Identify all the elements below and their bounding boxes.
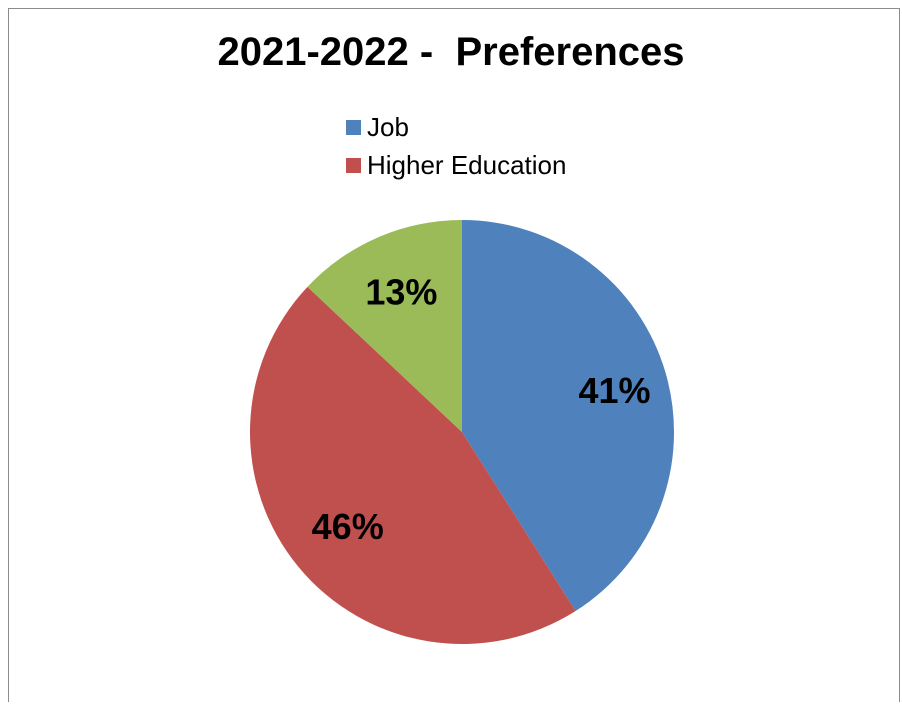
slice-data-label: 13% bbox=[365, 271, 437, 312]
pie-slice-job bbox=[462, 220, 675, 611]
legend-label-job: Job bbox=[367, 111, 409, 142]
legend-label-higher-education: Higher Education bbox=[367, 149, 567, 180]
legend-swatch-higher-education bbox=[346, 157, 361, 173]
legend-item-higher-education: Higher Education bbox=[346, 146, 566, 184]
legend-swatch-job bbox=[346, 119, 361, 135]
chart-title: 2021-2022 - Preferences bbox=[217, 30, 685, 74]
legend: Job Higher Education bbox=[346, 108, 566, 184]
legend-item-job: Job bbox=[346, 108, 566, 146]
slice-data-label: 41% bbox=[578, 370, 650, 411]
pie-slice-other bbox=[307, 220, 462, 432]
pie-slice-higher-education bbox=[249, 286, 576, 645]
slice-data-label: 46% bbox=[312, 506, 384, 547]
